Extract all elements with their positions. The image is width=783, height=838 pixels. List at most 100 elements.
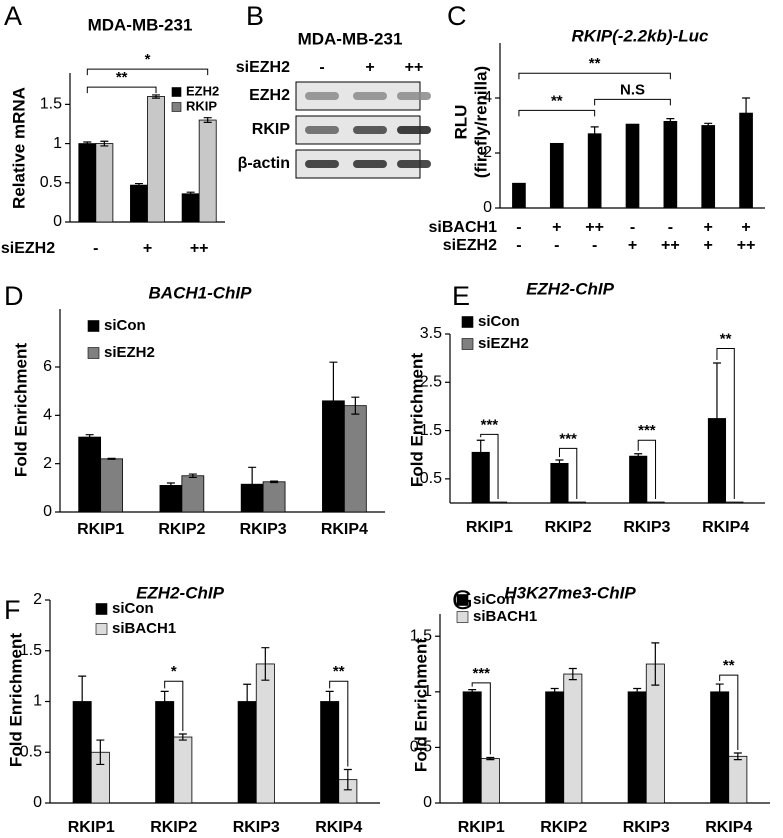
y-tick-label: 0.5: [410, 739, 432, 756]
x-tick-label: -: [93, 240, 98, 257]
row-value: +: [741, 219, 750, 236]
chart-title: EZH2-ChIP: [526, 279, 615, 298]
error-bar: [188, 473, 197, 479]
bar: [728, 755, 748, 804]
error-bar: [666, 118, 675, 125]
error-bar: [555, 459, 564, 468]
error-bar: [186, 191, 195, 196]
y-axis-label: Fold Enrichment: [407, 353, 426, 487]
error-bar: [550, 687, 559, 696]
error-bar: [486, 756, 495, 761]
bar: [159, 485, 183, 513]
bar: [587, 133, 602, 209]
bar: [663, 120, 678, 209]
blot-band: [353, 126, 387, 134]
x-tick-label: ++: [190, 240, 209, 257]
significance-bracket: [716, 347, 735, 500]
panel-letter: C: [447, 1, 467, 31]
x-tick-label: RKIP1: [458, 819, 505, 836]
y-tick-label: 1: [33, 693, 42, 710]
legend-swatch: [171, 102, 182, 112]
row-value: ++: [661, 237, 680, 254]
legend-swatch: [456, 594, 469, 606]
significance-bracket: [719, 674, 739, 750]
bar: [320, 701, 340, 804]
y-tick-label: 1.5: [20, 642, 42, 659]
bar: [646, 501, 665, 504]
error-bar: [715, 683, 724, 701]
y-tick-label: 1: [423, 683, 432, 700]
significance-label: ***: [559, 430, 577, 447]
error-bar: [633, 687, 642, 696]
x-tick-label: RKIP1: [77, 521, 124, 538]
y-tick-label: 0.5: [420, 470, 442, 487]
y-tick-label: 2: [33, 591, 42, 608]
significance-bracket: [558, 447, 578, 500]
y-tick-label: 0: [423, 794, 432, 811]
row-value: +: [704, 219, 713, 236]
legend-swatch: [461, 338, 474, 350]
significance-bracket: [86, 68, 209, 76]
y-tick-label: 0.5: [40, 174, 62, 191]
y-tick-label: 0: [483, 199, 492, 216]
bar: [181, 475, 205, 513]
bar: [627, 691, 647, 804]
legend-label: siBACH1: [112, 620, 176, 637]
blot-band: [305, 126, 339, 134]
blot-band: [397, 160, 431, 168]
bar: [549, 142, 564, 209]
error-bar: [248, 466, 257, 502]
x-tick-label: RKIP1: [68, 819, 115, 836]
legend-swatch: [87, 320, 100, 332]
panel-letter: E: [452, 281, 470, 311]
x-tick-label: RKIP3: [233, 819, 280, 836]
error-bar: [96, 739, 105, 766]
y-tick-label: 0: [43, 503, 52, 520]
row-value: -: [516, 237, 521, 254]
error-bar: [85, 434, 94, 441]
chart-title: MDA-MB-231: [88, 15, 193, 34]
error-bar: [178, 733, 187, 741]
row-label: siEZH2: [1, 240, 55, 257]
y-tick-label: 2.5: [420, 374, 442, 391]
legend-label: siCon: [478, 313, 520, 330]
blot-band: [353, 92, 387, 100]
error-bar: [476, 439, 485, 465]
row-value: -: [668, 219, 673, 236]
bar: [625, 123, 640, 209]
bar: [462, 691, 482, 804]
row-label: siEZH2: [443, 237, 497, 254]
error-bar: [166, 482, 175, 489]
bar: [130, 184, 148, 223]
x-tick-label: RKIP4: [702, 519, 749, 536]
error-bar: [107, 457, 116, 460]
chart-title: EZH2-ChIP: [136, 583, 225, 602]
y-tick-label: 4: [43, 407, 52, 424]
significance-bracket: [86, 86, 157, 94]
blot-title: MDA-MB-231: [298, 29, 403, 48]
x-tick-label: RKIP4: [315, 819, 362, 836]
legend-swatch: [87, 347, 100, 359]
band-label: β-actin: [238, 155, 290, 172]
bar: [255, 663, 275, 804]
error-bar: [270, 480, 279, 484]
bar: [512, 182, 526, 209]
bar: [488, 501, 508, 504]
bar: [78, 143, 97, 223]
row-value: -: [630, 219, 635, 236]
panel-letter: B: [246, 1, 264, 31]
error-bar: [329, 361, 338, 441]
error-bar: [704, 122, 713, 129]
y-tick-label: 2: [43, 455, 52, 472]
bar: [147, 96, 165, 223]
legend-label: siCon: [112, 600, 154, 617]
x-tick-label: RKIP4: [321, 521, 368, 538]
bar: [550, 463, 569, 504]
bar: [545, 691, 565, 804]
y-tick-label: 1: [53, 135, 62, 152]
bar: [78, 436, 102, 513]
bar: [343, 405, 367, 513]
significance-label: **: [723, 657, 735, 674]
significance-bracket: [471, 682, 491, 755]
